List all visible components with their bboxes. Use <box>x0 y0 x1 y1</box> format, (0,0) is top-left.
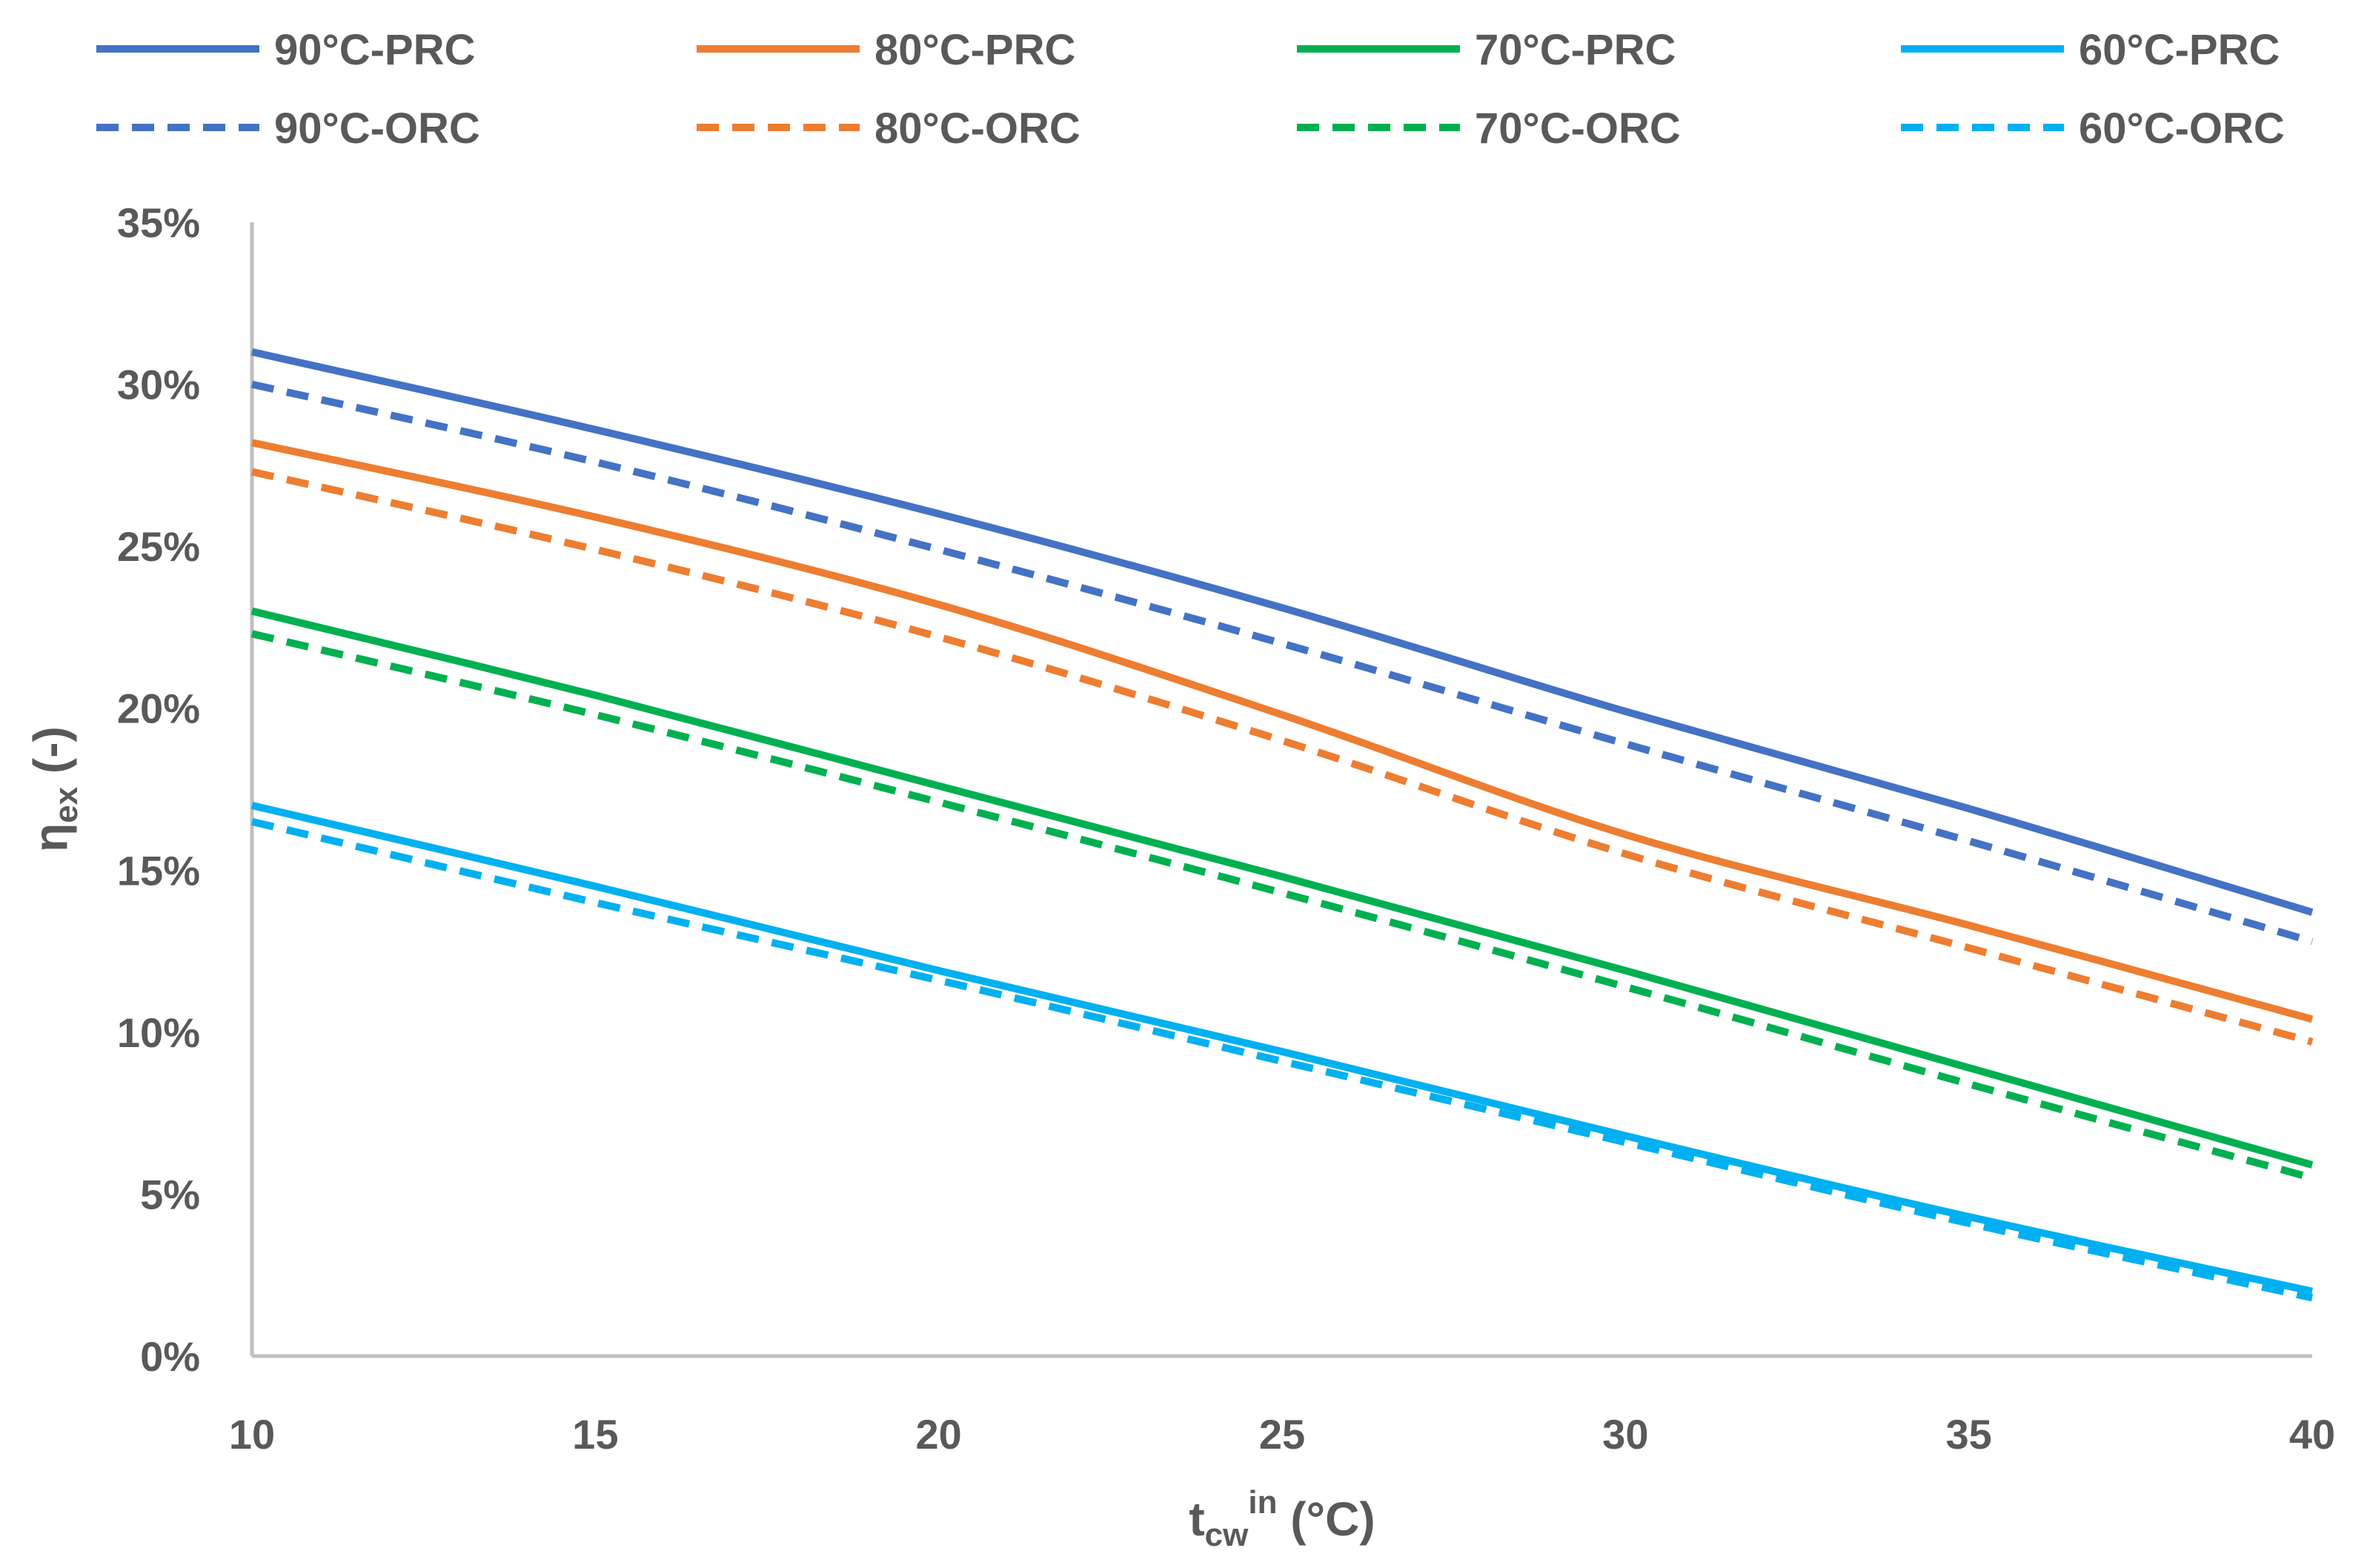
series-line-80°C-PRC <box>250 439 2314 1023</box>
x-tick-label: 25 <box>1259 1411 1305 1458</box>
y-axis-title-tail: (-) <box>24 726 77 787</box>
legend-label: 90°C-PRC <box>274 26 475 74</box>
y-axis-title-base: η <box>24 823 77 852</box>
y-axis-title: ηex (-) <box>24 726 84 852</box>
x-tick-label: 30 <box>1602 1411 1648 1458</box>
x-tick-label: 40 <box>2289 1411 2335 1458</box>
series-line-60°C-PRC <box>250 802 2314 1295</box>
x-tick-label: 15 <box>572 1411 618 1458</box>
legend: 90°C-PRC 80°C-PRC 70°C-PRC 60°C-PRC 90°C-ORC… <box>96 26 2285 153</box>
x-axis-tick-labels: 10 15 20 25 30 35 40 <box>229 1411 2335 1458</box>
x-axis-title-base: t <box>1189 1492 1204 1546</box>
legend-label: 90°C-ORC <box>274 104 480 153</box>
series-line-60°C-ORC <box>250 817 2314 1302</box>
legend-item: 70°C-PRC <box>1297 26 1676 74</box>
legend-item: 90°C-ORC <box>96 104 480 153</box>
legend-item: 60°C-PRC <box>1901 26 2280 74</box>
y-tick-label: 10% <box>117 1009 200 1056</box>
x-axis-title: tcwin (°C) <box>1189 1484 1375 1553</box>
legend-item: 80°C-PRC <box>697 26 1075 74</box>
x-tick-label: 20 <box>916 1411 962 1458</box>
legend-label: 70°C-PRC <box>1475 26 1676 74</box>
legend-label: 80°C-ORC <box>874 104 1081 153</box>
legend-label: 60°C-PRC <box>2079 26 2280 74</box>
series-line-90°C-PRC <box>250 348 2314 916</box>
y-axis-tick-labels: 0% 5% 10% 15% 20% 25% 30% 35% <box>117 199 200 1380</box>
legend-item: 60°C-ORC <box>1901 104 2285 153</box>
y-tick-label: 20% <box>117 685 200 732</box>
legend-label: 70°C-ORC <box>1475 104 1681 153</box>
x-axis-title-tail: (°C) <box>1277 1492 1375 1546</box>
y-tick-label: 30% <box>117 362 200 408</box>
y-tick-label: 35% <box>117 199 200 246</box>
legend-item: 90°C-PRC <box>96 26 475 74</box>
y-tick-label: 25% <box>117 523 200 570</box>
y-axis-title-sub: ex <box>48 786 84 823</box>
y-tick-label: 0% <box>140 1333 200 1380</box>
x-tick-label: 10 <box>229 1411 275 1458</box>
series-lines <box>250 348 2314 1302</box>
x-axis-title-sup: in <box>1248 1484 1277 1521</box>
legend-label: 80°C-PRC <box>874 26 1075 74</box>
legend-item: 80°C-ORC <box>697 104 1081 153</box>
legend-item: 70°C-ORC <box>1297 104 1681 153</box>
y-tick-label: 5% <box>140 1171 200 1217</box>
axes <box>250 222 2312 1358</box>
series-line-80°C-ORC <box>250 468 2314 1046</box>
legend-label: 60°C-ORC <box>2079 104 2285 153</box>
y-tick-label: 15% <box>117 847 200 894</box>
x-axis-title-sub: cw <box>1205 1517 1249 1553</box>
x-tick-label: 35 <box>1946 1411 1992 1458</box>
series-line-70°C-PRC <box>250 607 2314 1169</box>
series-line-90°C-ORC <box>250 380 2314 946</box>
